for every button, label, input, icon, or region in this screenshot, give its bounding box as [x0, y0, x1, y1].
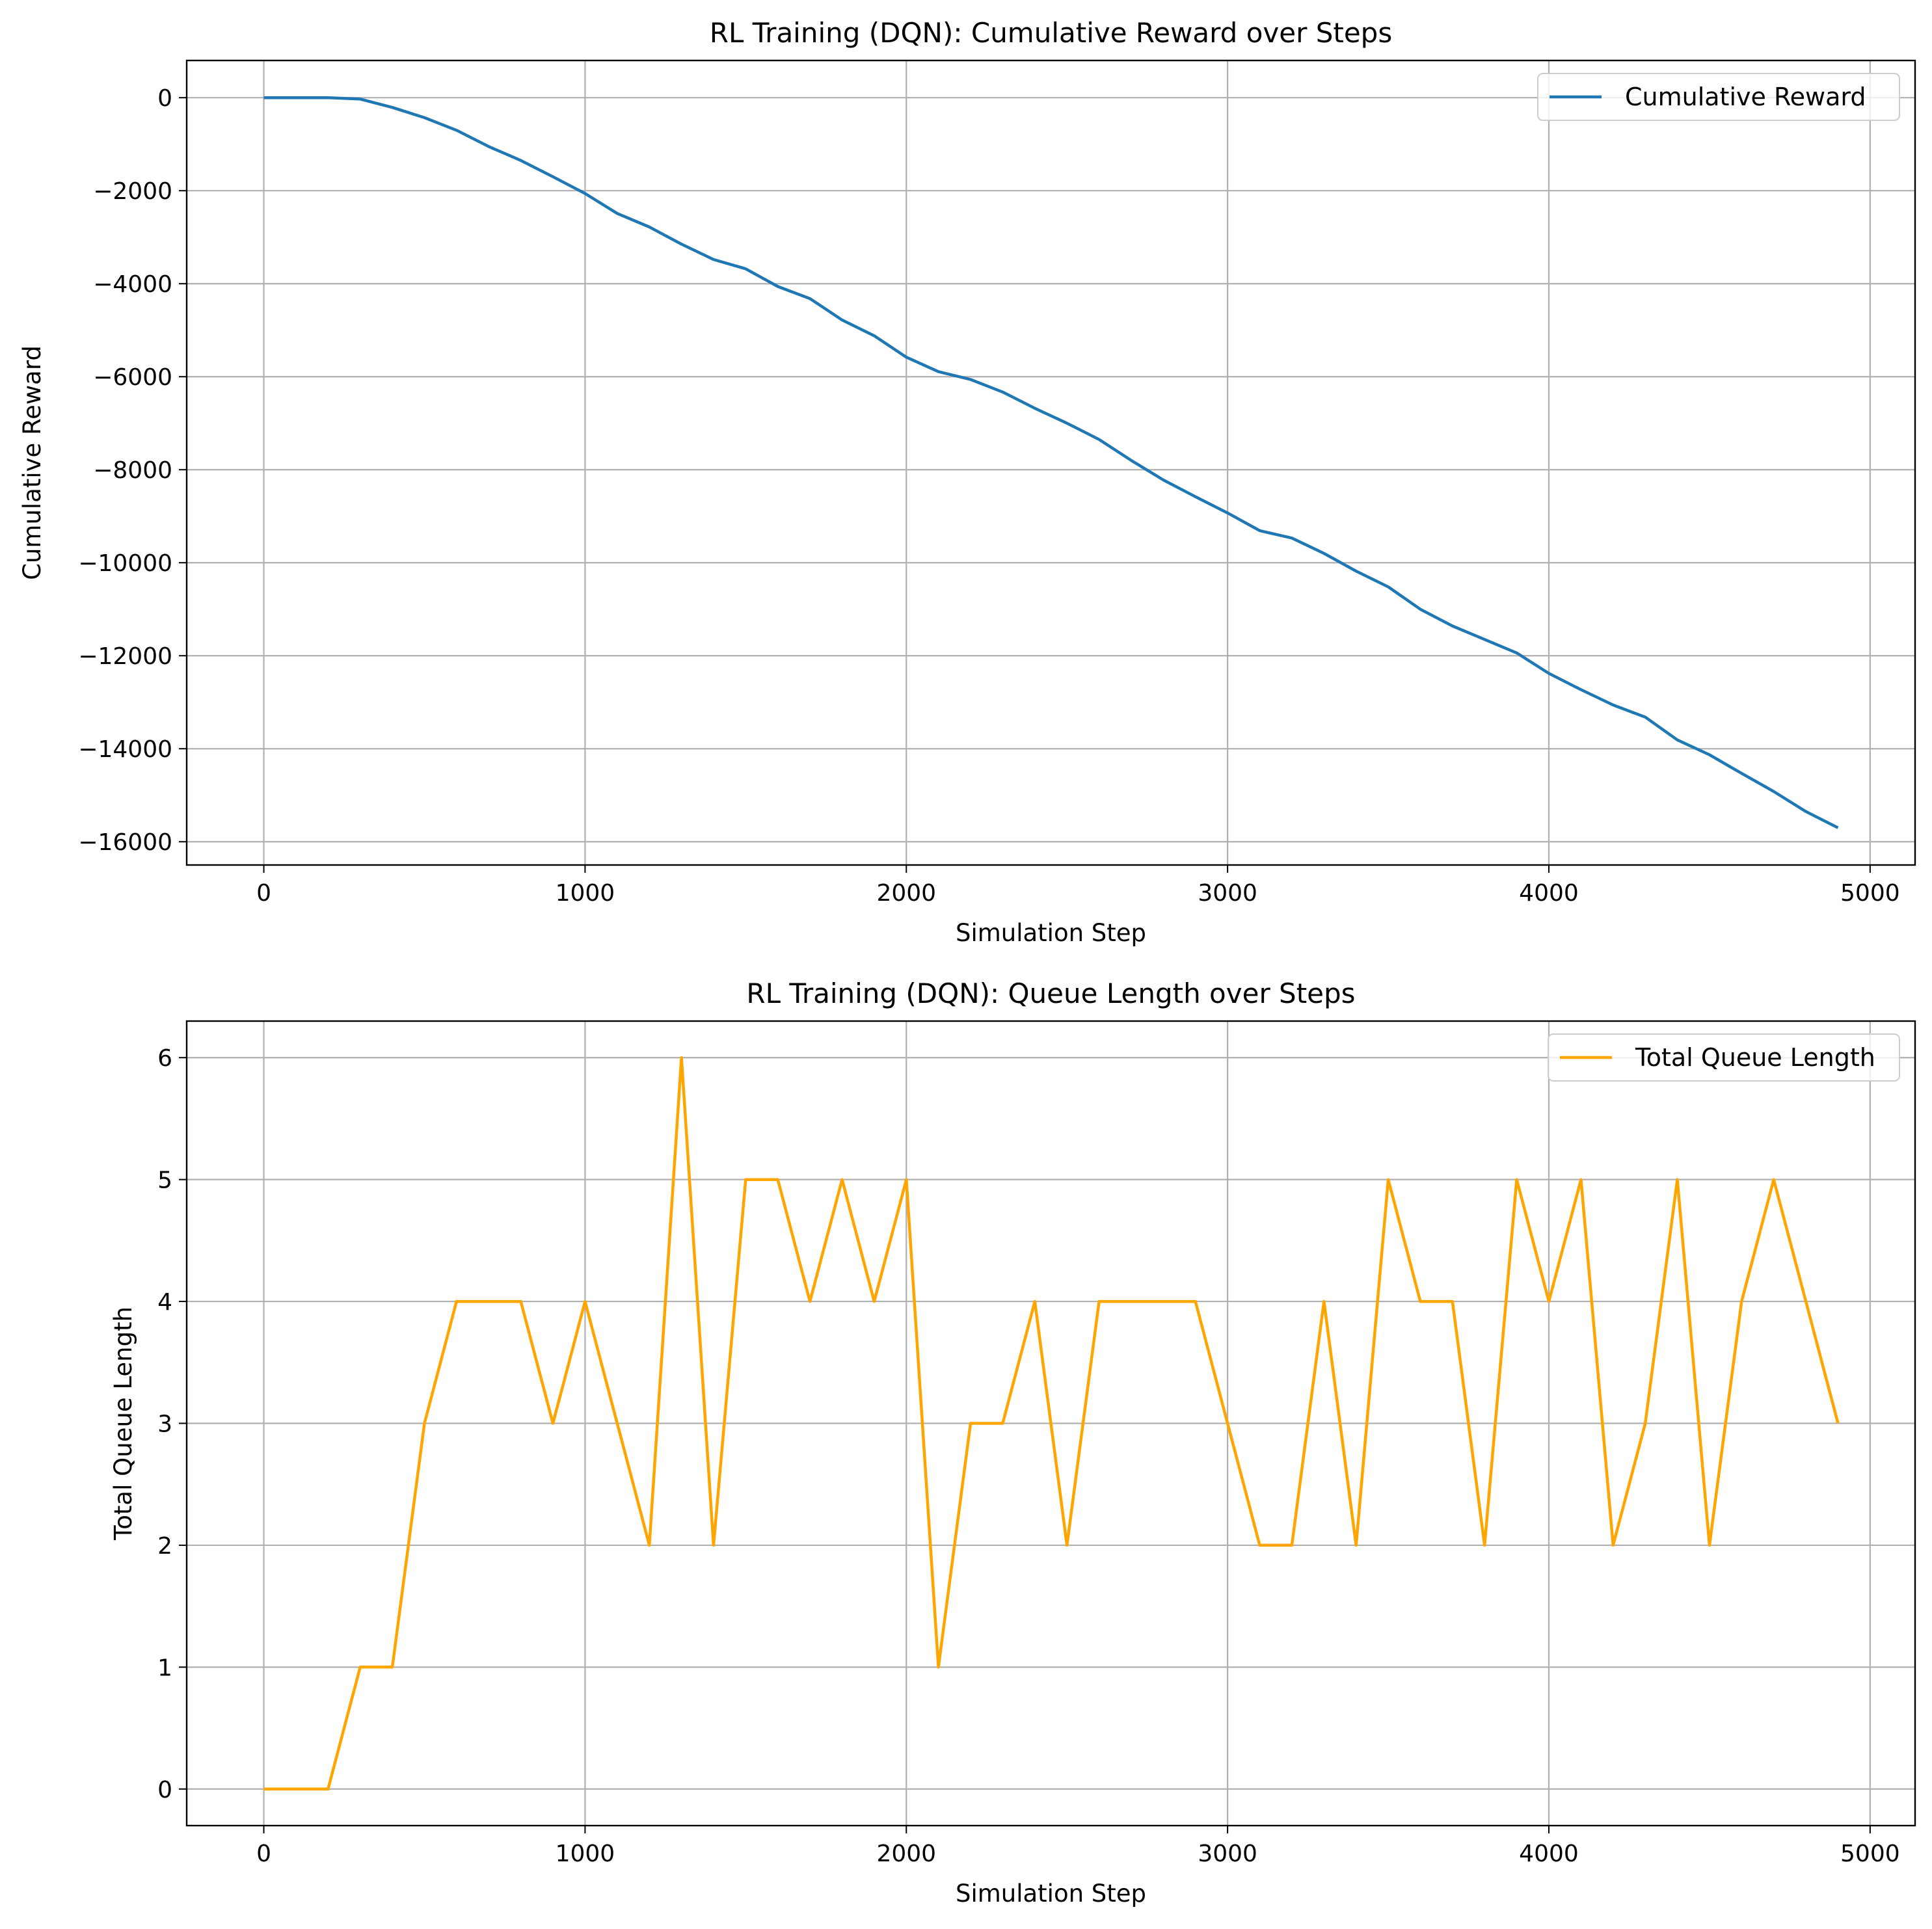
series-group [263, 96, 1839, 829]
x-tick-label: 5000 [1840, 1841, 1900, 1867]
plot-frame [185, 59, 1916, 866]
x-tick-label: 3000 [1198, 880, 1257, 907]
chart-cumulative-reward: RL Training (DQN): Cumulative Reward ove… [18, 17, 1916, 947]
y-axis-label: Total Queue Length [109, 1307, 137, 1541]
y-tick-label: 3 [157, 1411, 172, 1438]
y-tick-label: −2000 [93, 178, 172, 205]
chart-queue-length: RL Training (DQN): Queue Length over Ste… [109, 978, 1916, 1908]
legend-box [1548, 1033, 1900, 1082]
plot-frame [185, 1020, 1916, 1827]
x-tick-label: 0 [256, 880, 271, 907]
y-tick-label: 4 [157, 1289, 172, 1316]
x-tick-label: 0 [256, 1841, 271, 1867]
x-tick-label: 4000 [1519, 880, 1579, 907]
y-tick-label: −16000 [78, 829, 172, 856]
x-tick-label: 1000 [556, 1841, 615, 1867]
axis-ticks: 0 1000 2000 3000 4000 5000 0 −2000 −4000 −6000 −80… [78, 85, 1899, 907]
x-tick-label: 2000 [876, 880, 936, 907]
legend-box [1537, 73, 1900, 121]
x-tick-label: 2000 [876, 1841, 936, 1867]
y-tick-label: 0 [157, 85, 172, 112]
y-tick-label: −10000 [78, 550, 172, 577]
y-tick-label: 1 [157, 1655, 172, 1681]
y-tick-label: −12000 [78, 643, 172, 670]
y-tick-label: −6000 [93, 364, 172, 391]
y-tick-label: 5 [157, 1167, 172, 1194]
chart-title: RL Training (DQN): Queue Length over Ste… [746, 978, 1355, 1009]
x-tick-label: 5000 [1840, 880, 1900, 907]
y-tick-label: 2 [157, 1533, 172, 1560]
x-tick-label: 1000 [556, 880, 615, 907]
series-line [263, 96, 1839, 829]
y-tick-label: 0 [157, 1777, 172, 1803]
legend-label: Total Queue Length [1635, 1043, 1875, 1072]
x-axis-label: Simulation Step [956, 919, 1146, 947]
axis-ticks: 0 1000 2000 3000 4000 5000 0 1 2 3 4 5 6 [157, 1045, 1900, 1867]
y-tick-label: 6 [157, 1045, 172, 1072]
x-tick-label: 3000 [1198, 1841, 1257, 1867]
chart-title: RL Training (DQN): Cumulative Reward ove… [710, 17, 1392, 49]
x-axis-label: Simulation Step [956, 1880, 1146, 1908]
series-line [263, 1056, 1840, 1791]
series-group [263, 1056, 1840, 1791]
y-tick-label: −14000 [78, 736, 172, 763]
legend: Cumulative Reward [1537, 73, 1900, 121]
legend: Total Queue Length [1548, 1033, 1900, 1082]
legend-label: Cumulative Reward [1625, 83, 1866, 111]
y-tick-label: −4000 [93, 271, 172, 298]
x-tick-label: 4000 [1519, 1841, 1579, 1867]
y-tick-label: −8000 [93, 457, 172, 484]
grid [187, 60, 1915, 865]
y-axis-label: Cumulative Reward [18, 345, 46, 580]
